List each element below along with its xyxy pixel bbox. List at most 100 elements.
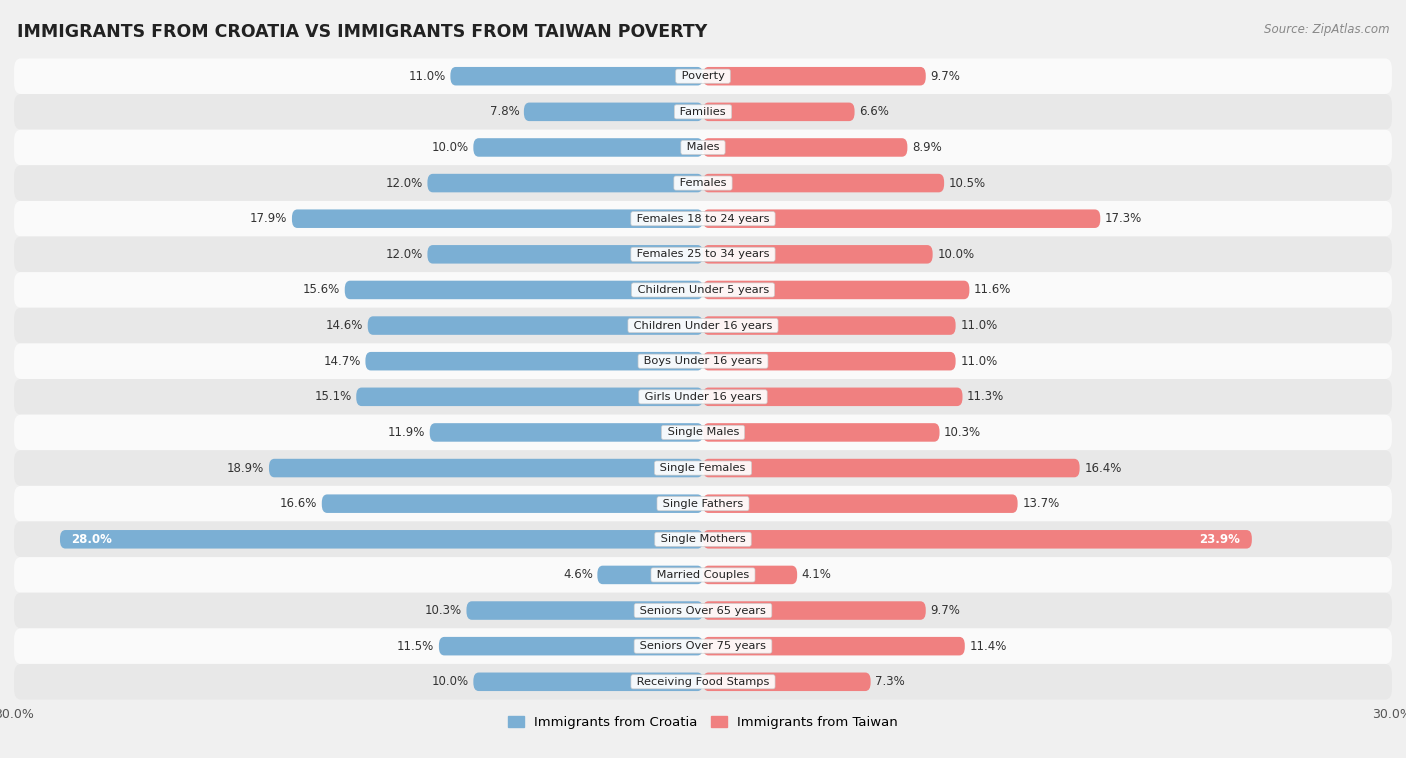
FancyBboxPatch shape [322, 494, 703, 513]
FancyBboxPatch shape [703, 245, 932, 264]
FancyBboxPatch shape [292, 209, 703, 228]
FancyBboxPatch shape [14, 94, 1392, 130]
FancyBboxPatch shape [368, 316, 703, 335]
Text: 9.7%: 9.7% [931, 604, 960, 617]
FancyBboxPatch shape [14, 236, 1392, 272]
Text: 23.9%: 23.9% [1199, 533, 1240, 546]
Legend: Immigrants from Croatia, Immigrants from Taiwan: Immigrants from Croatia, Immigrants from… [503, 710, 903, 735]
FancyBboxPatch shape [703, 672, 870, 691]
Text: Boys Under 16 years: Boys Under 16 years [640, 356, 766, 366]
Text: 17.3%: 17.3% [1105, 212, 1142, 225]
FancyBboxPatch shape [14, 557, 1392, 593]
Text: 10.3%: 10.3% [425, 604, 461, 617]
FancyBboxPatch shape [14, 522, 1392, 557]
FancyBboxPatch shape [703, 209, 1101, 228]
Text: Seniors Over 75 years: Seniors Over 75 years [636, 641, 770, 651]
Text: 12.0%: 12.0% [385, 248, 423, 261]
FancyBboxPatch shape [14, 58, 1392, 94]
FancyBboxPatch shape [703, 459, 1080, 478]
Text: Single Fathers: Single Fathers [659, 499, 747, 509]
FancyBboxPatch shape [703, 423, 939, 442]
FancyBboxPatch shape [703, 316, 956, 335]
FancyBboxPatch shape [474, 672, 703, 691]
Text: 6.6%: 6.6% [859, 105, 889, 118]
Text: 11.0%: 11.0% [409, 70, 446, 83]
FancyBboxPatch shape [439, 637, 703, 656]
FancyBboxPatch shape [14, 130, 1392, 165]
Text: Families: Families [676, 107, 730, 117]
Text: IMMIGRANTS FROM CROATIA VS IMMIGRANTS FROM TAIWAN POVERTY: IMMIGRANTS FROM CROATIA VS IMMIGRANTS FR… [17, 23, 707, 41]
FancyBboxPatch shape [14, 272, 1392, 308]
FancyBboxPatch shape [430, 423, 703, 442]
FancyBboxPatch shape [703, 637, 965, 656]
Text: 4.6%: 4.6% [562, 568, 593, 581]
FancyBboxPatch shape [703, 102, 855, 121]
Text: 8.9%: 8.9% [912, 141, 942, 154]
Text: 13.7%: 13.7% [1022, 497, 1060, 510]
FancyBboxPatch shape [467, 601, 703, 620]
Text: Married Couples: Married Couples [652, 570, 754, 580]
FancyBboxPatch shape [366, 352, 703, 371]
Text: 7.8%: 7.8% [489, 105, 519, 118]
Text: 4.1%: 4.1% [801, 568, 831, 581]
FancyBboxPatch shape [598, 565, 703, 584]
FancyBboxPatch shape [14, 628, 1392, 664]
Text: 10.0%: 10.0% [432, 675, 468, 688]
Text: Females 25 to 34 years: Females 25 to 34 years [633, 249, 773, 259]
Text: 11.9%: 11.9% [388, 426, 425, 439]
Text: Single Females: Single Females [657, 463, 749, 473]
Text: 14.6%: 14.6% [326, 319, 363, 332]
Text: 11.4%: 11.4% [969, 640, 1007, 653]
FancyBboxPatch shape [703, 530, 1251, 549]
FancyBboxPatch shape [14, 664, 1392, 700]
Text: 11.3%: 11.3% [967, 390, 1004, 403]
Text: Girls Under 16 years: Girls Under 16 years [641, 392, 765, 402]
FancyBboxPatch shape [356, 387, 703, 406]
FancyBboxPatch shape [703, 352, 956, 371]
FancyBboxPatch shape [703, 67, 925, 86]
Text: 14.7%: 14.7% [323, 355, 361, 368]
FancyBboxPatch shape [269, 459, 703, 478]
Text: 11.6%: 11.6% [974, 283, 1011, 296]
Text: 7.3%: 7.3% [875, 675, 905, 688]
FancyBboxPatch shape [60, 530, 703, 549]
Text: 10.5%: 10.5% [949, 177, 986, 190]
FancyBboxPatch shape [14, 308, 1392, 343]
Text: 9.7%: 9.7% [931, 70, 960, 83]
FancyBboxPatch shape [14, 201, 1392, 236]
Text: 15.6%: 15.6% [302, 283, 340, 296]
FancyBboxPatch shape [14, 450, 1392, 486]
FancyBboxPatch shape [14, 415, 1392, 450]
FancyBboxPatch shape [14, 379, 1392, 415]
Text: Seniors Over 65 years: Seniors Over 65 years [637, 606, 769, 615]
FancyBboxPatch shape [524, 102, 703, 121]
FancyBboxPatch shape [703, 174, 945, 193]
Text: 10.0%: 10.0% [938, 248, 974, 261]
Text: 28.0%: 28.0% [72, 533, 112, 546]
FancyBboxPatch shape [703, 138, 907, 157]
FancyBboxPatch shape [703, 601, 925, 620]
FancyBboxPatch shape [474, 138, 703, 157]
FancyBboxPatch shape [427, 245, 703, 264]
Text: 11.0%: 11.0% [960, 355, 997, 368]
Text: 16.4%: 16.4% [1084, 462, 1122, 475]
Text: 10.3%: 10.3% [945, 426, 981, 439]
Text: 11.0%: 11.0% [960, 319, 997, 332]
FancyBboxPatch shape [14, 343, 1392, 379]
Text: Males: Males [683, 143, 723, 152]
FancyBboxPatch shape [14, 486, 1392, 522]
Text: Females: Females [676, 178, 730, 188]
FancyBboxPatch shape [344, 280, 703, 299]
Text: 11.5%: 11.5% [396, 640, 434, 653]
Text: Source: ZipAtlas.com: Source: ZipAtlas.com [1264, 23, 1389, 36]
FancyBboxPatch shape [703, 280, 969, 299]
Text: 17.9%: 17.9% [250, 212, 287, 225]
FancyBboxPatch shape [427, 174, 703, 193]
Text: 10.0%: 10.0% [432, 141, 468, 154]
FancyBboxPatch shape [14, 593, 1392, 628]
Text: Children Under 16 years: Children Under 16 years [630, 321, 776, 330]
FancyBboxPatch shape [14, 165, 1392, 201]
Text: Females 18 to 24 years: Females 18 to 24 years [633, 214, 773, 224]
Text: Single Males: Single Males [664, 428, 742, 437]
Text: 15.1%: 15.1% [315, 390, 352, 403]
